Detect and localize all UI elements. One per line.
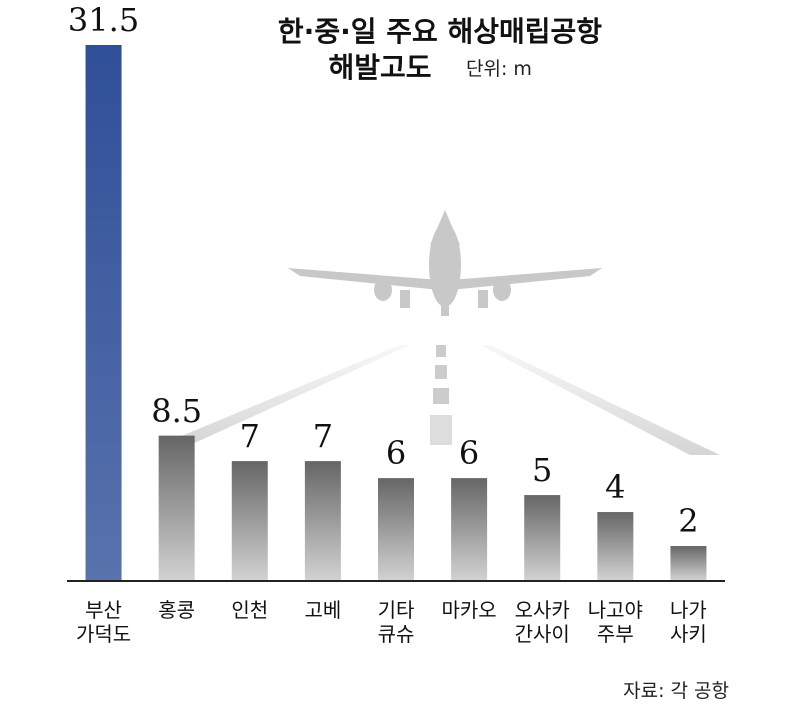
source-note: 자료: 각 공항 (623, 680, 729, 702)
bar (158, 435, 195, 580)
value-label: 4 (605, 468, 626, 507)
value-label: 6 (385, 434, 407, 473)
airplane-illustration (288, 210, 602, 316)
x-tick-label: 나가 사키 (670, 598, 707, 646)
bar (85, 45, 122, 580)
x-tick-label: 오사카 간사이 (514, 598, 570, 646)
bar (378, 478, 414, 580)
x-tick-label: 고베 (304, 598, 342, 622)
unit-label: 단위: m (466, 58, 532, 80)
value-label: 2 (678, 502, 699, 541)
x-tick-label: 기타 큐슈 (377, 598, 415, 646)
chart-subtitle: 해발고도 (328, 51, 432, 84)
bar (304, 461, 341, 580)
x-tick-label: 마카오 (441, 598, 497, 622)
chart-title: 한·중·일 주요 해상매립공항 (277, 15, 603, 48)
bar (451, 478, 488, 580)
bar (524, 495, 561, 580)
value-label: 8.5 (151, 391, 203, 430)
runway-illustration (160, 345, 720, 455)
value-label: 6 (458, 434, 480, 473)
value-label: 31.5 (67, 1, 140, 39)
bar (597, 512, 634, 580)
bar (670, 546, 707, 580)
x-tick-label: 나고야 주부 (587, 598, 643, 646)
value-label: 5 (532, 451, 553, 490)
bar (231, 461, 268, 580)
x-tick-label: 인천 (231, 598, 269, 622)
x-tick-label: 홍콩 (158, 598, 196, 622)
value-label: 7 (312, 417, 334, 456)
value-label: 7 (239, 417, 260, 456)
x-tick-label: 부산 가덕도 (75, 598, 132, 646)
